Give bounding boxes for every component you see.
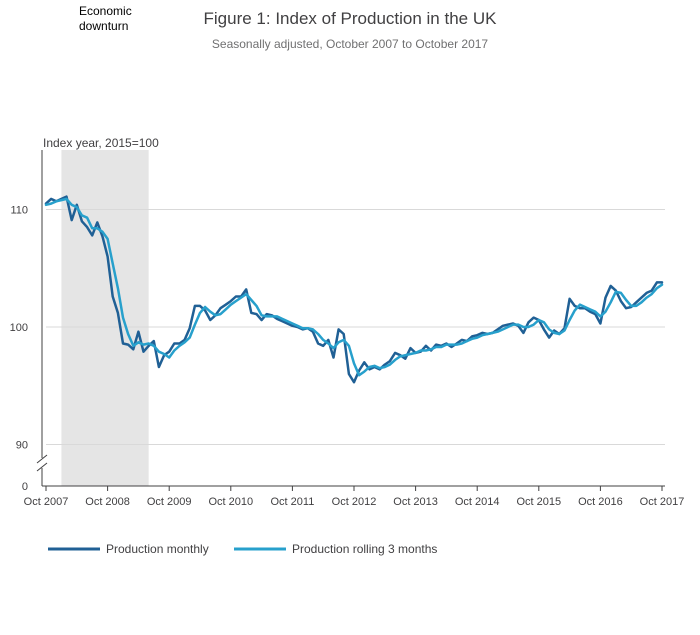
x-tick-label: Oct 2015	[516, 496, 561, 508]
economic-downturn-shading	[61, 150, 149, 486]
y-axis-title: Index year, 2015=100	[43, 136, 159, 150]
legend-label-monthly: Production monthly	[106, 542, 209, 556]
chart-title: Figure 1: Index of Production in the UK	[204, 9, 498, 28]
axes: 90 100 110 0 Oct 2007 Oct 2008 Oct 2009 Oct 201…	[10, 150, 685, 508]
gridlines	[46, 209, 665, 445]
annotation-downturn: downturn	[79, 19, 128, 33]
x-tick-label: Oct 2010	[208, 496, 253, 508]
x-tick-label: Oct 2009	[147, 496, 192, 508]
x-tick-label: Oct 2011	[270, 496, 314, 508]
y-tick-label-zero: 0	[22, 481, 28, 493]
axis-break-mark	[36, 462, 48, 472]
y-tick-label: 110	[10, 205, 28, 217]
y-tick-label: 90	[16, 440, 28, 452]
legend: Production monthly Production rolling 3 …	[48, 542, 437, 556]
x-tick-label: Oct 2016	[578, 496, 623, 508]
legend-label-rolling: Production rolling 3 months	[292, 542, 437, 556]
x-tick-label: Oct 2007	[24, 496, 69, 508]
chart-subtitle: Seasonally adjusted, October 2007 to Oct…	[212, 37, 489, 51]
x-tick-label: Oct 2008	[85, 496, 130, 508]
x-tick-label: Oct 2012	[332, 496, 377, 508]
y-tick-label: 100	[10, 322, 28, 334]
axis-break-mark	[36, 454, 48, 464]
x-tick-label: Oct 2013	[393, 496, 438, 508]
x-tick-label: Oct 2017	[640, 496, 685, 508]
x-tick-label: Oct 2014	[455, 496, 500, 508]
annotation-economic: Economic	[79, 4, 132, 18]
series-line-production-rolling-3-months	[44, 197, 664, 377]
series-lines	[44, 195, 664, 384]
shaded-region-layer	[61, 150, 149, 486]
